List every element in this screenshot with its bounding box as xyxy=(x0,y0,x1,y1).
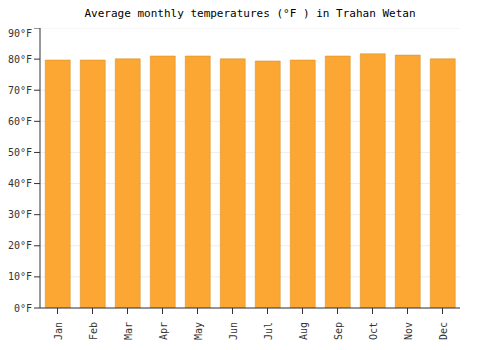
svg-text:Jan: Jan xyxy=(53,322,64,340)
svg-text:Dec: Dec xyxy=(438,322,449,340)
svg-text:30°F: 30°F xyxy=(8,209,32,220)
svg-text:10°F: 10°F xyxy=(8,271,32,282)
svg-text:Feb: Feb xyxy=(88,322,99,340)
svg-text:Oct: Oct xyxy=(368,322,379,340)
html-text:Average monthly temperatures (: Average monthly temperatures (°F ) in Tr… xyxy=(84,7,416,20)
svg-text:70°F: 70°F xyxy=(8,85,32,96)
svg-text:80°F: 80°F xyxy=(8,54,32,65)
svg-text:50°F: 50°F xyxy=(8,147,32,158)
svg-text:60°F: 60°F xyxy=(8,116,32,127)
svg-text:Sep: Sep xyxy=(333,322,344,340)
svg-text:0°F: 0°F xyxy=(14,303,32,314)
svg-text:Mar: Mar xyxy=(123,322,134,340)
svg-text:Jun: Jun xyxy=(228,322,239,340)
svg-text:Apr: Apr xyxy=(158,322,169,340)
svg-text:20°F: 20°F xyxy=(8,240,32,251)
svg-text:40°F: 40°F xyxy=(8,178,32,189)
svg-text:Nov: Nov xyxy=(403,322,414,340)
svg-text:90°F: 90°F xyxy=(8,28,32,39)
svg-text:May: May xyxy=(193,322,204,340)
svg-text:Jul: Jul xyxy=(263,322,274,340)
svg-text:Aug: Aug xyxy=(298,322,309,340)
